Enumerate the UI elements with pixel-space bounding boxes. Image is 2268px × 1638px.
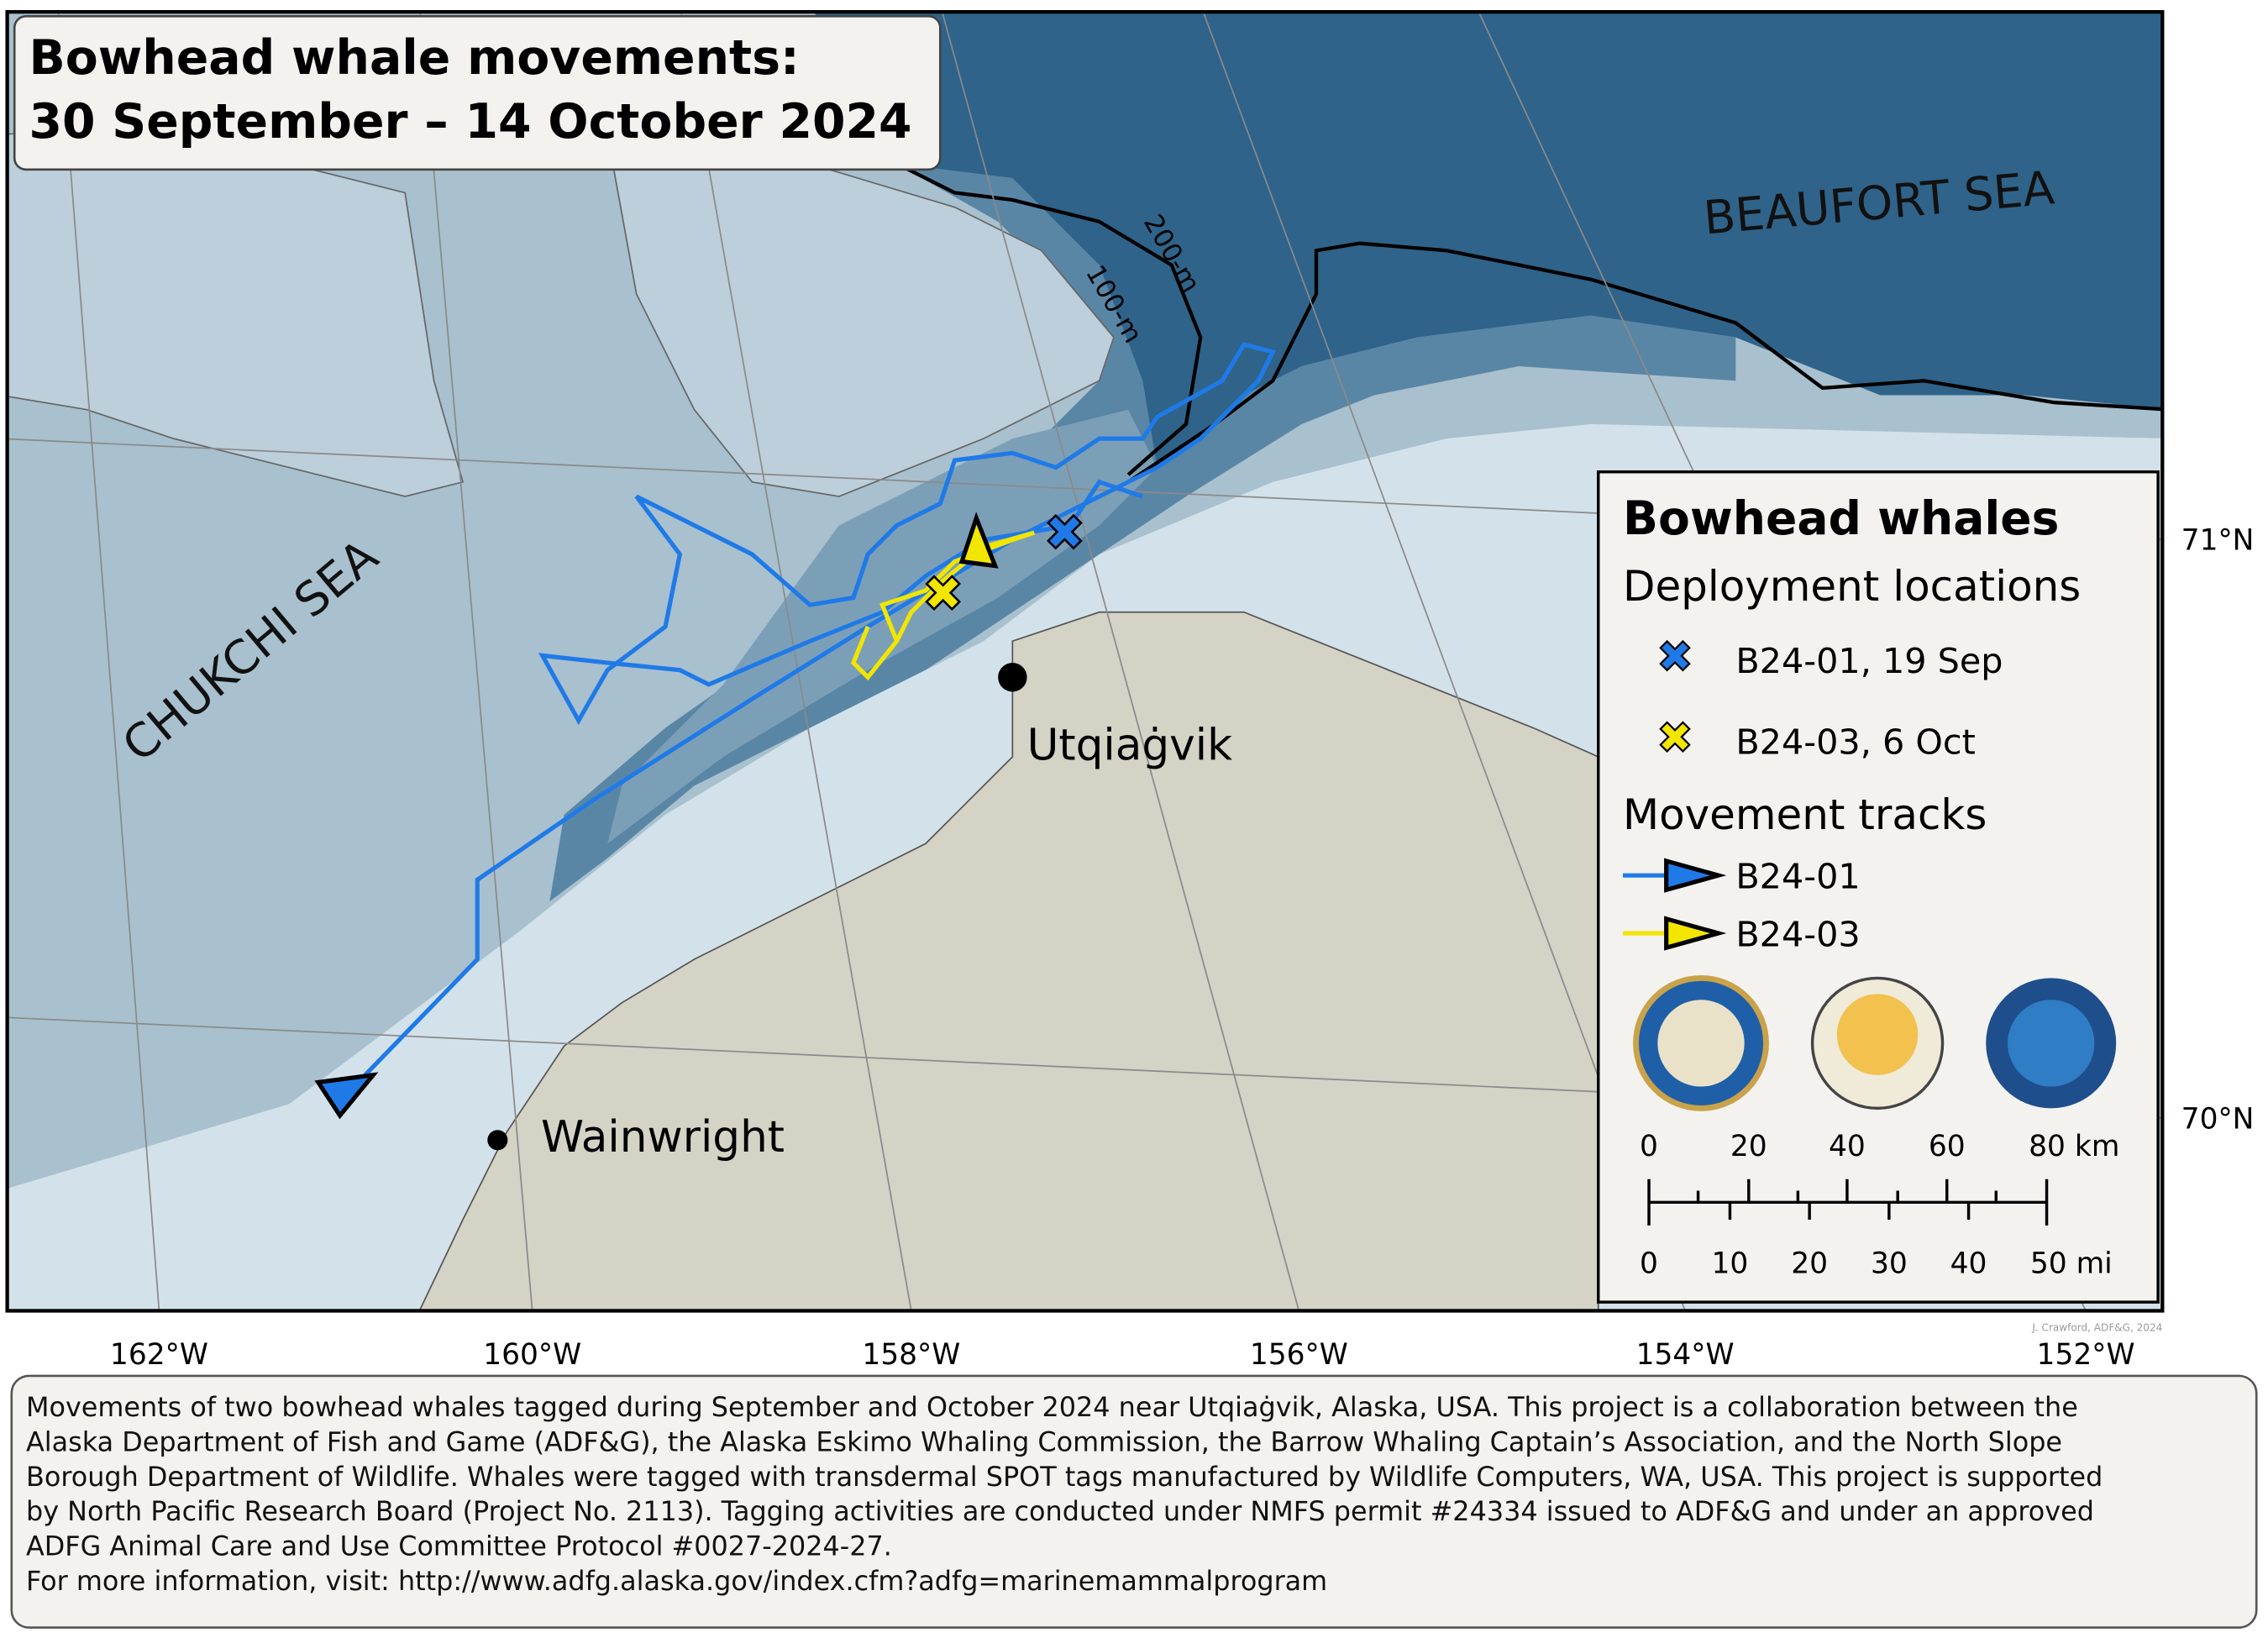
scale-label: 20: [1791, 1247, 1828, 1281]
legend: Bowhead whales Deployment locations ✖ B2…: [1597, 470, 2160, 1304]
scale-label: 50 mi: [2030, 1247, 2113, 1281]
svg-text:✖: ✖: [1656, 632, 1693, 682]
lon-label: 154°W: [1636, 1338, 1735, 1372]
legend-entry: B24-01: [1735, 857, 1860, 897]
title-box: [13, 15, 942, 171]
legend-entry: B24-03: [1735, 915, 1860, 955]
scale-label: 40: [1950, 1247, 1987, 1281]
credit: J. Crawford, ADF&G, 2024: [2031, 1322, 2162, 1334]
scale-label: 20: [1730, 1130, 1767, 1163]
caption-line: ADFG Animal Care and Use Committee Proto…: [26, 1530, 892, 1562]
place-label: Wainwright: [541, 1112, 785, 1163]
lon-label: 152°W: [2037, 1338, 2135, 1372]
scale-label: 60: [1929, 1130, 1966, 1163]
caption-box: [10, 1374, 2258, 1629]
caption-line: by North Pacific Research Board (Project…: [26, 1495, 2094, 1527]
legend-title: Bowhead whales: [1623, 491, 2059, 545]
scale-label: 0: [1640, 1130, 1658, 1163]
scale-bar: [1647, 1179, 2049, 1226]
scale-label: 30: [1871, 1247, 1908, 1281]
lat-label: 70°N: [2181, 1102, 2255, 1136]
deploy-marker: ✖: [922, 565, 963, 622]
scale-label: 0: [1640, 1247, 1658, 1281]
lon-label: 160°W: [483, 1338, 581, 1372]
lat-label: 71°N: [2181, 524, 2255, 558]
scale-label: 80 km: [2029, 1130, 2119, 1163]
title: 30 September – 14 October 2024: [29, 94, 911, 150]
caption-line: Borough Department of Wildlife. Whales w…: [26, 1461, 2103, 1493]
legend-heading: Deployment locations: [1623, 562, 2081, 611]
scale-label: 40: [1829, 1130, 1866, 1163]
lon-label: 162°W: [110, 1338, 208, 1372]
svg-text:✖: ✖: [1656, 713, 1693, 764]
place-label: Utqiaġvik: [1027, 720, 1233, 770]
caption-line: For more information, visit: http://www.…: [26, 1565, 1327, 1597]
legend-entry: B24-01, 19 Sep: [1735, 641, 2003, 681]
lon-label: 156°W: [1250, 1338, 1348, 1372]
title: Bowhead whale movements:: [29, 30, 799, 86]
legend-heading: Movement tracks: [1623, 790, 1987, 839]
deploy-marker: ✖: [1044, 505, 1085, 562]
scale-label: 10: [1712, 1247, 1749, 1281]
legend-entry: B24-03, 6 Oct: [1735, 722, 1976, 763]
caption-line: Movements of two bowhead whales tagged d…: [26, 1391, 2078, 1423]
lon-labels: 162°W 160°W 158°W 156°W 154°W 152°W: [110, 1338, 2135, 1372]
caption-line: Alaska Department of Fish and Game (ADF&…: [26, 1425, 2062, 1457]
map-frame: [5, 10, 2165, 1313]
lon-label: 158°W: [862, 1338, 960, 1372]
